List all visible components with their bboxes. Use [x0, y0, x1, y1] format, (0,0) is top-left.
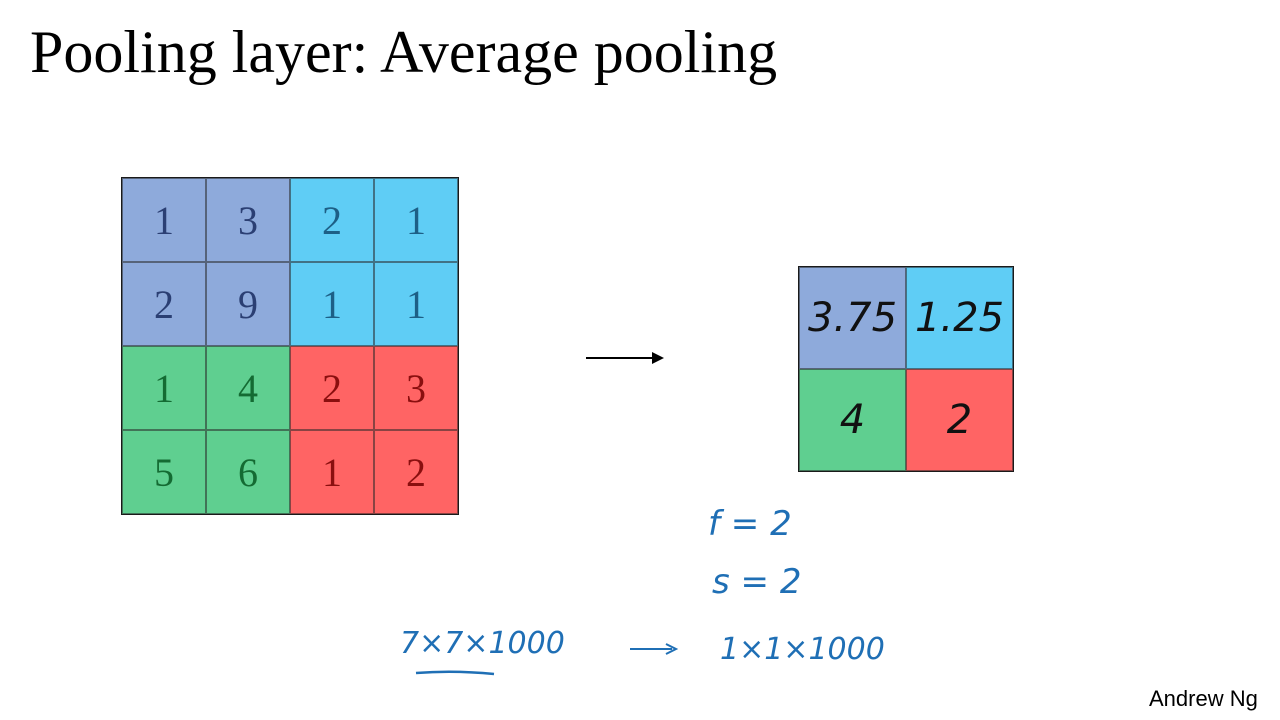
input-cell-2-2: 2	[290, 346, 374, 430]
output-cell-0-0: 3.75	[799, 267, 906, 369]
filter-size-note: f = 2	[708, 504, 792, 544]
input-cell-0-0: 1	[122, 178, 206, 262]
input-cell-0-1: 3	[206, 178, 290, 262]
stride-note: s = 2	[712, 562, 802, 602]
input-cell-3-2: 1	[290, 430, 374, 514]
input-cell-0-2: 2	[290, 178, 374, 262]
input-cell-3-0: 5	[122, 430, 206, 514]
input-matrix: 1 3 2 1 2 9 1 1 1 4 2 3 5 6 1 2	[121, 177, 459, 515]
output-cell-1-1: 2	[906, 369, 1013, 471]
output-shape-note: 1×1×1000	[720, 632, 885, 667]
input-cell-3-1: 6	[206, 430, 290, 514]
input-cell-0-3: 1	[374, 178, 458, 262]
input-cell-2-1: 4	[206, 346, 290, 430]
output-cell-1-0: 4	[799, 369, 906, 471]
input-cell-1-1: 9	[206, 262, 290, 346]
author-credit: Andrew Ng	[1149, 686, 1258, 711]
input-cell-1-3: 1	[374, 262, 458, 346]
input-cell-1-0: 2	[122, 262, 206, 346]
underline-mark	[415, 670, 495, 676]
output-cell-0-1: 1.25	[906, 267, 1013, 369]
input-cell-2-3: 3	[374, 346, 458, 430]
input-shape-note: 7×7×1000	[400, 626, 565, 661]
input-cell-2-0: 1	[122, 346, 206, 430]
input-cell-1-2: 1	[290, 262, 374, 346]
output-matrix: 3.75 1.25 4 2	[798, 266, 1014, 472]
input-cell-3-3: 2	[374, 430, 458, 514]
right-arrow-icon	[586, 352, 664, 364]
slide-title: Pooling layer: Average pooling	[30, 19, 778, 85]
hand-arrow-icon	[630, 643, 679, 655]
